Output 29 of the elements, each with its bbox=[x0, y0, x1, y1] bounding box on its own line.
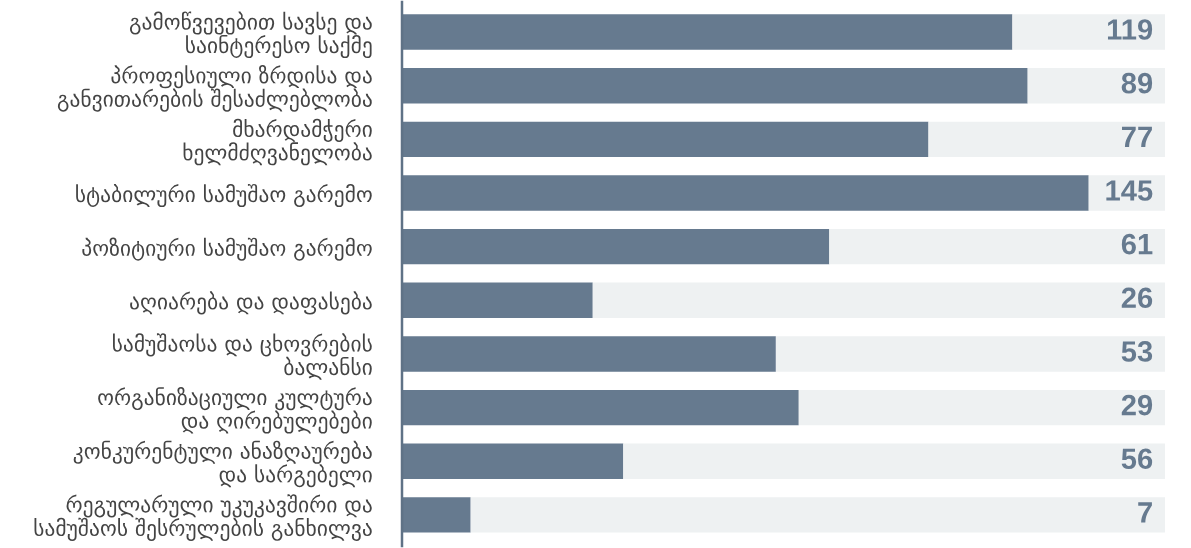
annotation: 145 bbox=[1106, 180, 1153, 201]
annotation: 56 bbox=[1121, 448, 1153, 470]
bar bbox=[928, 121, 1165, 158]
y-tick-label: აღიარება და დაფასება bbox=[130, 291, 372, 315]
bar bbox=[592, 282, 1165, 318]
annotation: 29 bbox=[1121, 394, 1153, 416]
bar bbox=[470, 497, 1165, 533]
annotation: 53 bbox=[1121, 341, 1153, 362]
y-tick-label: პოზიტიური სამუშაო გარემო bbox=[82, 237, 372, 261]
annotation: 77 bbox=[1122, 126, 1152, 147]
y-tick-label: კონკურენტული ანაზღაურება და სარგებელი bbox=[73, 440, 372, 488]
annotation: 61 bbox=[1121, 233, 1153, 255]
annotation: 7 bbox=[1138, 502, 1152, 523]
y-tick-label: სამუშაოსა და ცხოვრების ბალანსი bbox=[113, 333, 372, 380]
y-tick-label: ორგანიზაციული კულტურა და ღირებულებები bbox=[98, 387, 372, 434]
y-tick-label: მხარდამჭერი ხელმძღვანელობა bbox=[183, 118, 372, 166]
bar bbox=[775, 336, 1165, 372]
annotation: 26 bbox=[1121, 287, 1153, 309]
bar bbox=[1012, 14, 1165, 50]
y-tick-label: სტაბილური სამუშაო გარემო bbox=[76, 183, 372, 208]
annotation: 119 bbox=[1107, 19, 1153, 40]
annotation: 89 bbox=[1121, 72, 1153, 94]
y-tick-label: რეგულარული უკუკავშირი და სამუშაოს შესრულების განხილვა bbox=[34, 494, 372, 541]
bar bbox=[798, 389, 1165, 426]
bar bbox=[1027, 67, 1165, 104]
y-tick-label: გამოწვევებით სავსე და საინტერესო საქმე bbox=[129, 11, 372, 59]
bar bbox=[829, 228, 1165, 265]
y-tick-label: პროფესიული ზრდისა და განვითარების შესაძლებლობა bbox=[57, 65, 372, 112]
bar bbox=[623, 443, 1165, 479]
